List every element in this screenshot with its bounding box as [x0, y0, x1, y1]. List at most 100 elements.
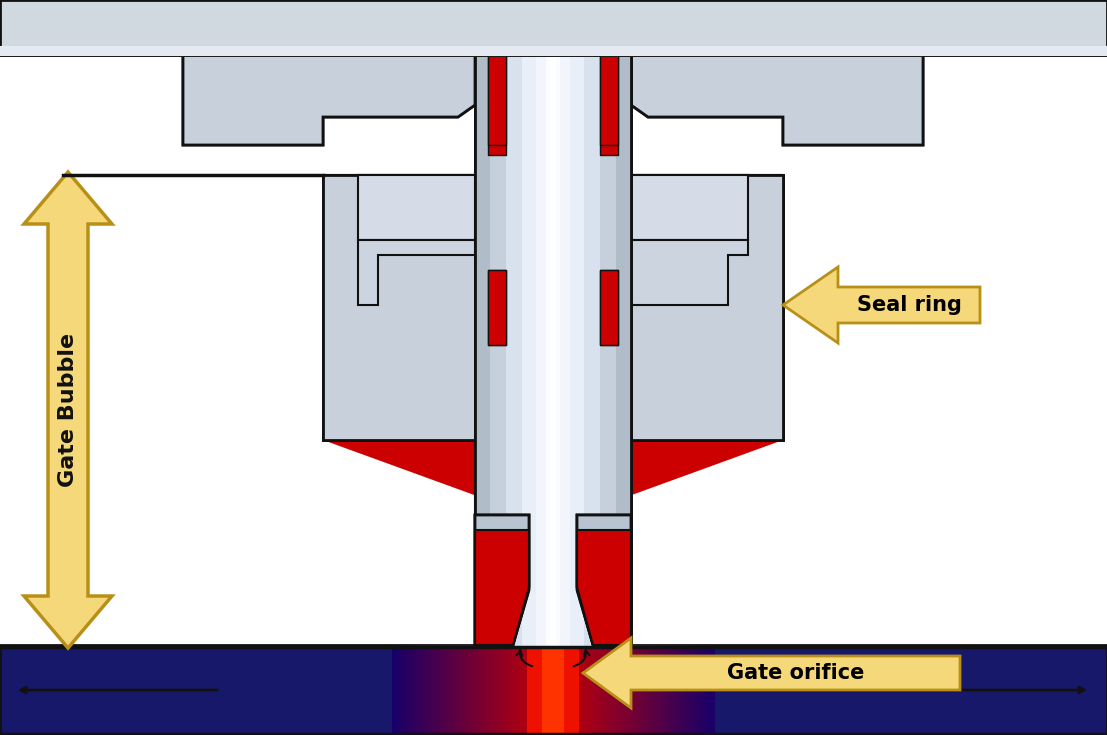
Bar — [425, 646, 430, 734]
Bar — [505, 55, 601, 645]
Bar — [537, 55, 569, 645]
Polygon shape — [475, 515, 529, 645]
Bar — [554, 646, 558, 734]
Polygon shape — [631, 0, 923, 145]
Polygon shape — [323, 175, 529, 645]
Bar — [617, 646, 622, 734]
Bar — [457, 646, 462, 734]
Bar — [441, 646, 446, 734]
Polygon shape — [631, 240, 748, 305]
Bar — [549, 646, 554, 734]
Bar — [629, 646, 634, 734]
Bar — [488, 55, 618, 645]
Polygon shape — [475, 535, 529, 645]
Polygon shape — [577, 535, 631, 645]
Bar — [541, 646, 546, 734]
Bar — [625, 646, 630, 734]
Bar — [601, 646, 606, 734]
Text: Seal ring: Seal ring — [857, 295, 962, 315]
Bar — [665, 646, 670, 734]
Bar — [433, 646, 438, 734]
Bar — [565, 646, 570, 734]
Bar — [535, 55, 571, 645]
Bar — [445, 646, 451, 734]
Bar — [637, 646, 642, 734]
Bar — [521, 646, 526, 734]
Bar — [649, 646, 654, 734]
Bar — [606, 646, 610, 734]
Bar — [417, 646, 422, 734]
Polygon shape — [577, 530, 631, 645]
Bar — [473, 646, 478, 734]
Bar — [517, 646, 523, 734]
Bar — [413, 646, 418, 734]
Polygon shape — [475, 530, 529, 645]
Bar — [708, 646, 714, 734]
Bar — [689, 646, 694, 734]
Bar — [529, 646, 534, 734]
Text: Gate orifice: Gate orifice — [727, 663, 865, 683]
Bar — [528, 646, 578, 734]
Bar — [401, 646, 406, 734]
Bar — [677, 646, 682, 734]
Bar — [705, 646, 710, 734]
Bar — [449, 646, 454, 734]
Polygon shape — [323, 175, 475, 440]
Bar — [497, 646, 501, 734]
Bar — [488, 270, 506, 345]
Polygon shape — [358, 240, 475, 305]
Bar — [589, 646, 594, 734]
Bar — [477, 646, 482, 734]
Bar — [0, 47, 1107, 55]
Polygon shape — [631, 175, 783, 440]
Polygon shape — [183, 0, 475, 145]
Polygon shape — [631, 175, 783, 440]
Polygon shape — [475, 515, 529, 645]
Bar — [573, 646, 578, 734]
Polygon shape — [183, 0, 475, 145]
Polygon shape — [577, 345, 783, 590]
Bar — [547, 55, 559, 645]
Bar — [661, 646, 666, 734]
Bar — [544, 646, 563, 734]
Bar — [600, 55, 618, 155]
Bar — [492, 55, 615, 645]
Polygon shape — [323, 345, 529, 645]
Bar — [669, 646, 674, 734]
Bar — [600, 270, 618, 345]
Bar — [593, 646, 598, 734]
Bar — [609, 646, 614, 734]
Bar — [577, 646, 582, 734]
Polygon shape — [583, 638, 960, 708]
Bar — [581, 646, 586, 734]
Bar — [557, 646, 562, 734]
Bar — [485, 646, 490, 734]
Bar — [488, 270, 506, 345]
Bar — [653, 646, 658, 734]
Polygon shape — [358, 175, 475, 240]
Polygon shape — [323, 175, 475, 440]
Polygon shape — [577, 515, 631, 645]
Bar — [701, 646, 706, 734]
Bar — [537, 646, 542, 734]
Bar — [613, 646, 618, 734]
Polygon shape — [577, 175, 783, 645]
Bar — [597, 646, 602, 734]
Bar — [488, 55, 506, 155]
Bar — [0, 0, 1107, 55]
Bar — [681, 646, 686, 734]
Bar — [693, 646, 699, 734]
Bar — [505, 646, 510, 734]
Bar — [0, 645, 1107, 735]
Polygon shape — [631, 240, 748, 305]
Bar — [430, 646, 434, 734]
Polygon shape — [631, 0, 923, 145]
Bar — [509, 646, 514, 734]
Polygon shape — [631, 175, 748, 240]
Bar — [405, 646, 410, 734]
Bar — [475, 55, 631, 645]
Bar — [482, 646, 486, 734]
Bar — [600, 270, 618, 345]
Bar — [0, 0, 1107, 55]
Bar — [697, 646, 702, 734]
